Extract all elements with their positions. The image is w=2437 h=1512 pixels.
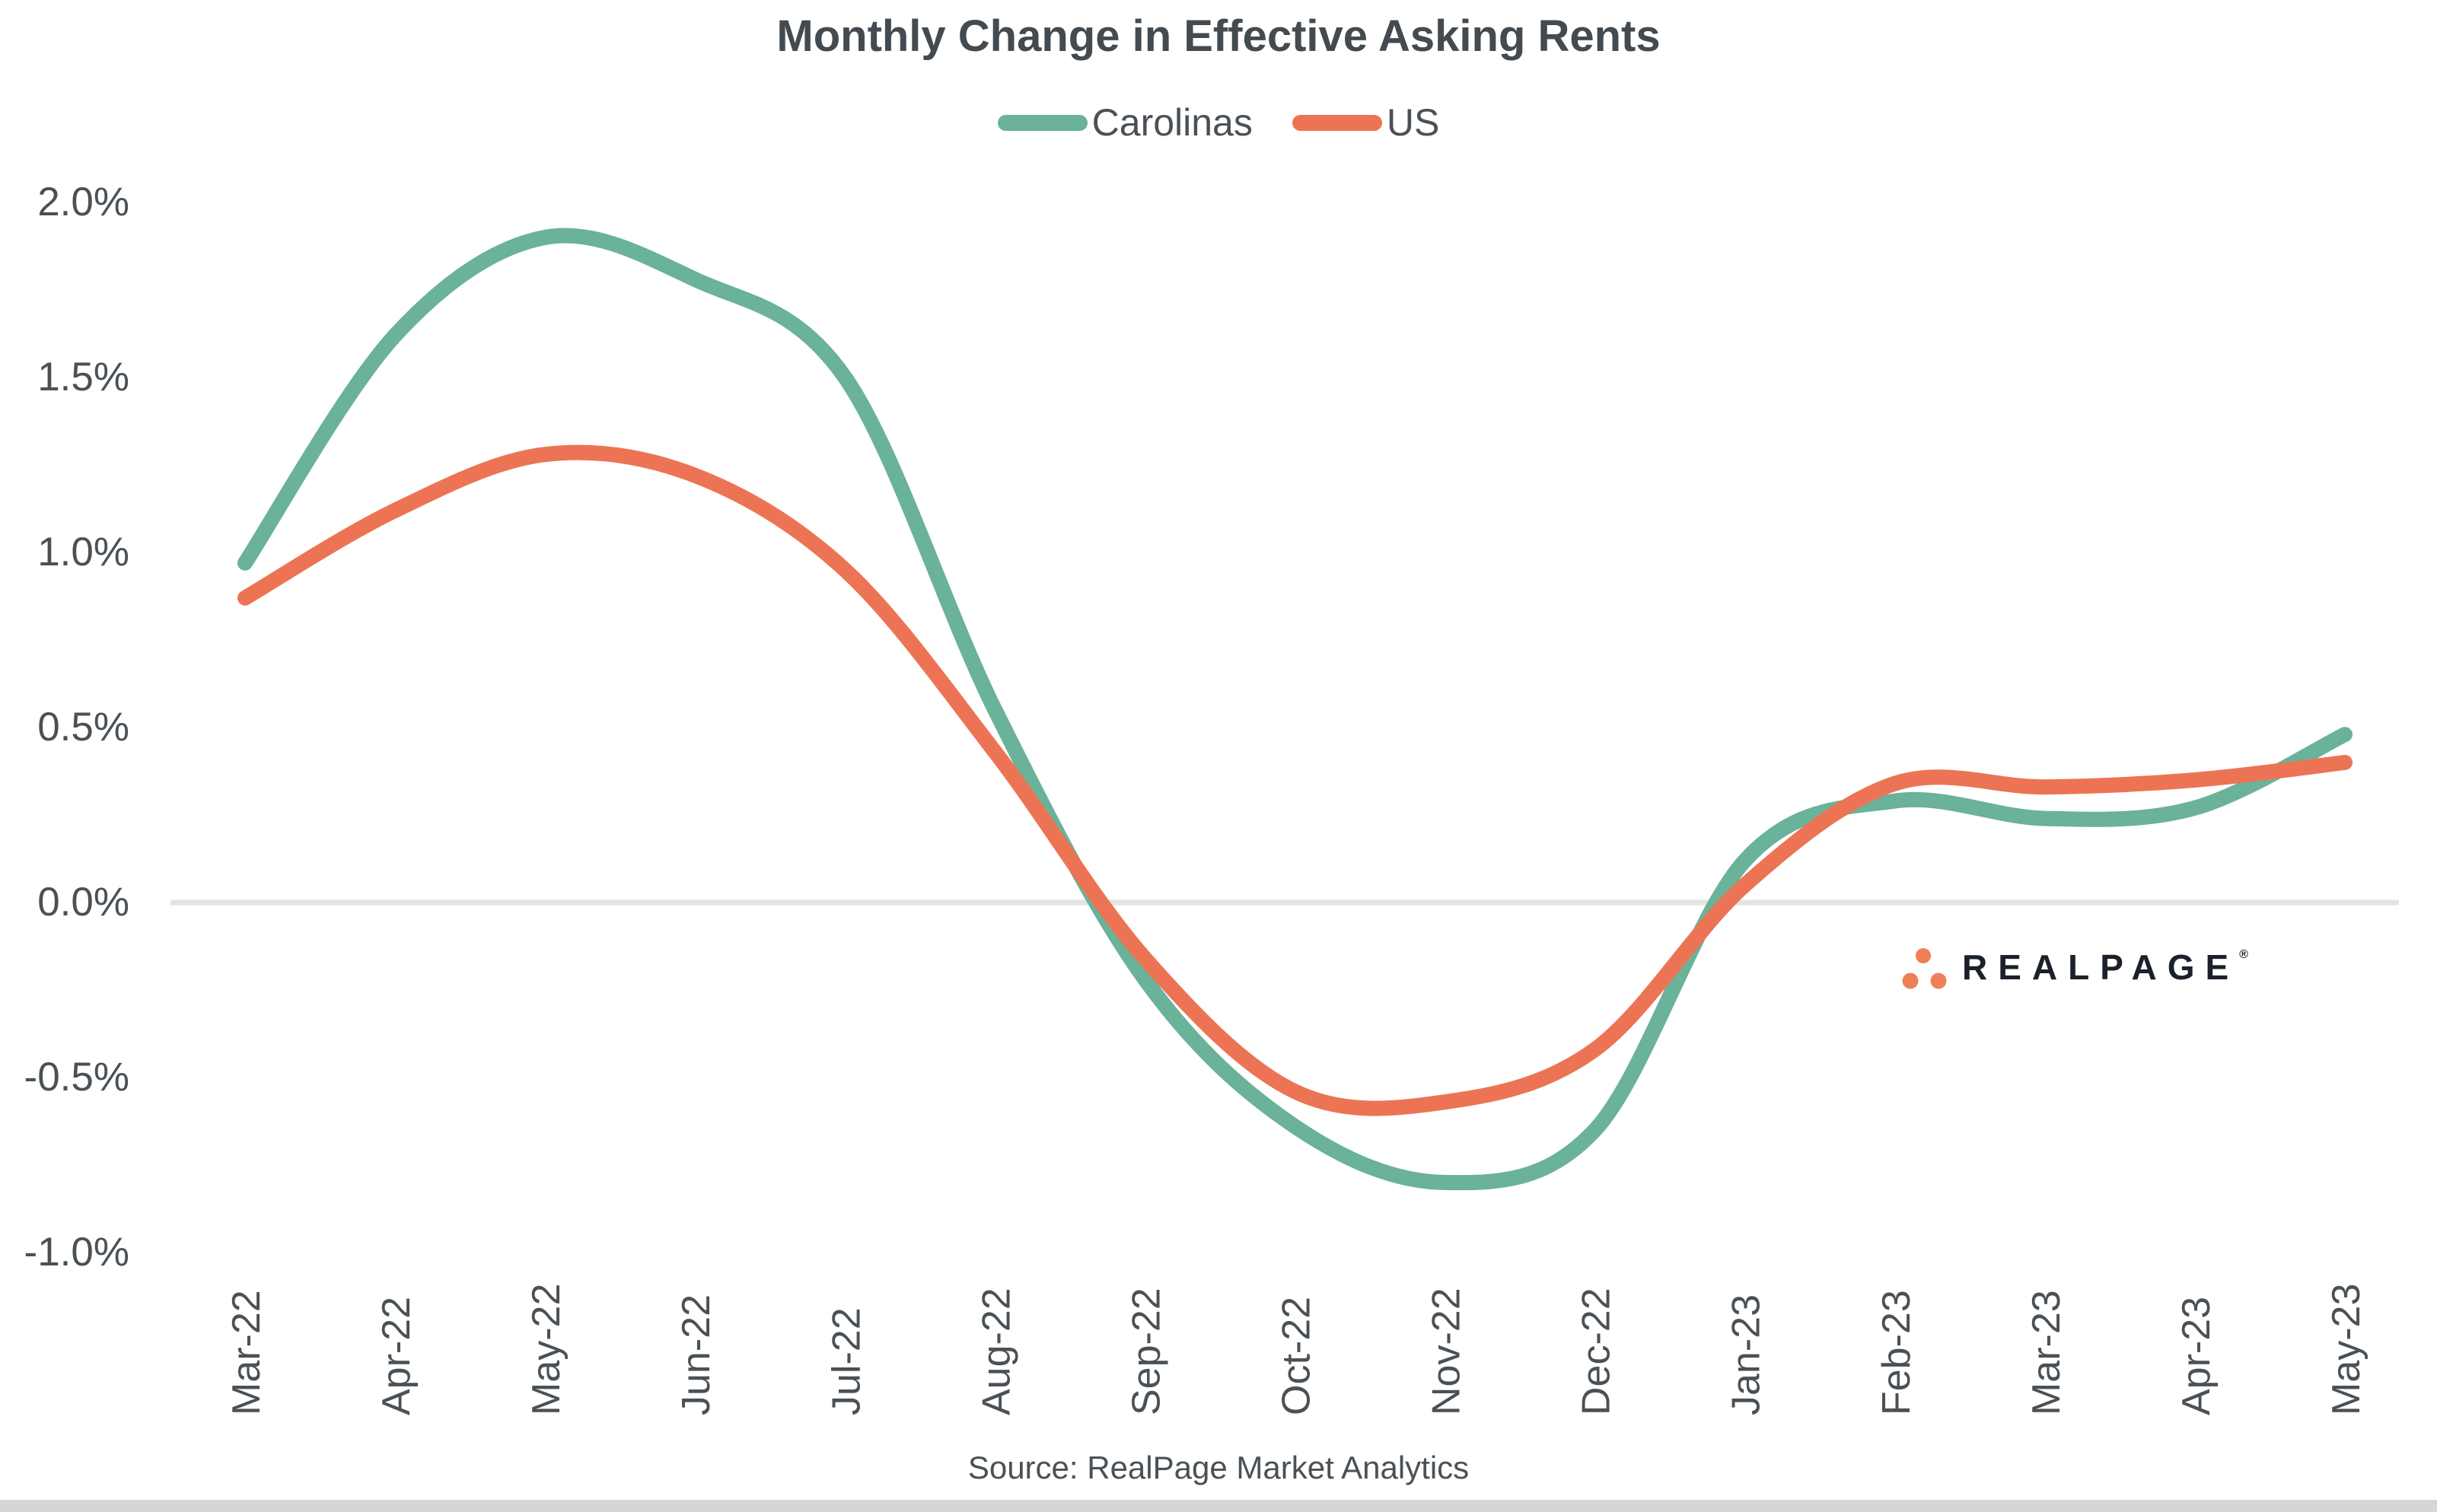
x-axis-tick-label: Mar-22 (225, 1290, 269, 1415)
y-axis-tick-label: 0.0% (37, 880, 129, 925)
x-axis-tick-label: Apr-22 (374, 1297, 419, 1415)
x-axis-tick-label: May-22 (524, 1284, 569, 1415)
x-axis-tick-label: Jan-23 (1725, 1294, 1769, 1415)
x-axis-tick-label: Mar-23 (2024, 1290, 2069, 1415)
y-axis-tick-label: 1.0% (37, 530, 129, 575)
legend-label-carolinas: Carolinas (1091, 101, 1253, 144)
y-axis-tick-label: 2.0% (37, 180, 129, 224)
x-axis-tick-label: Oct-22 (1275, 1297, 1319, 1415)
realpage-logo-text: REALPAGE® (1962, 947, 2248, 987)
legend-item-us: US (1292, 100, 1439, 145)
us-line-swatch (1292, 114, 1382, 131)
bottom-divider-bar (0, 1500, 2437, 1512)
x-axis-tick-label: Nov-22 (1425, 1288, 1469, 1415)
x-axis-tick-label: Apr-23 (2174, 1297, 2219, 1415)
carolinas-line-swatch (997, 114, 1088, 131)
x-axis-tick-label: Aug-22 (974, 1288, 1018, 1415)
source-note: Source: RealPage Market Analytics (967, 1450, 1470, 1485)
x-axis-tick-label: May-23 (2324, 1284, 2369, 1415)
legend: Carolinas US (0, 100, 2437, 145)
realpage-logo-dots-icon (1902, 948, 1947, 989)
registered-trademark-icon: ® (2239, 948, 2248, 961)
y-axis-tick-label: 0.5% (37, 705, 129, 750)
x-axis-tick-label: Jun-22 (674, 1294, 718, 1415)
x-axis-tick-label: Jul-22 (824, 1307, 868, 1415)
x-axis-tick-label: Sep-22 (1124, 1288, 1168, 1415)
y-axis-tick-label: -0.5% (24, 1055, 129, 1100)
y-axis-tick-label: -1.0% (24, 1230, 129, 1275)
realpage-logo: REALPAGE® (1900, 942, 2248, 992)
y-axis-tick-label: 1.5% (37, 355, 129, 399)
chart-title: Monthly Change in Effective Asking Rents (776, 11, 1661, 61)
x-axis-tick-label: Feb-23 (1875, 1290, 1919, 1415)
series-line-us (237, 444, 2353, 1116)
series-line-carolinas (237, 228, 2353, 1191)
legend-label-us: US (1386, 101, 1440, 144)
legend-item-carolinas: Carolinas (997, 100, 1253, 145)
x-axis-tick-label: Dec-22 (1575, 1288, 1619, 1415)
